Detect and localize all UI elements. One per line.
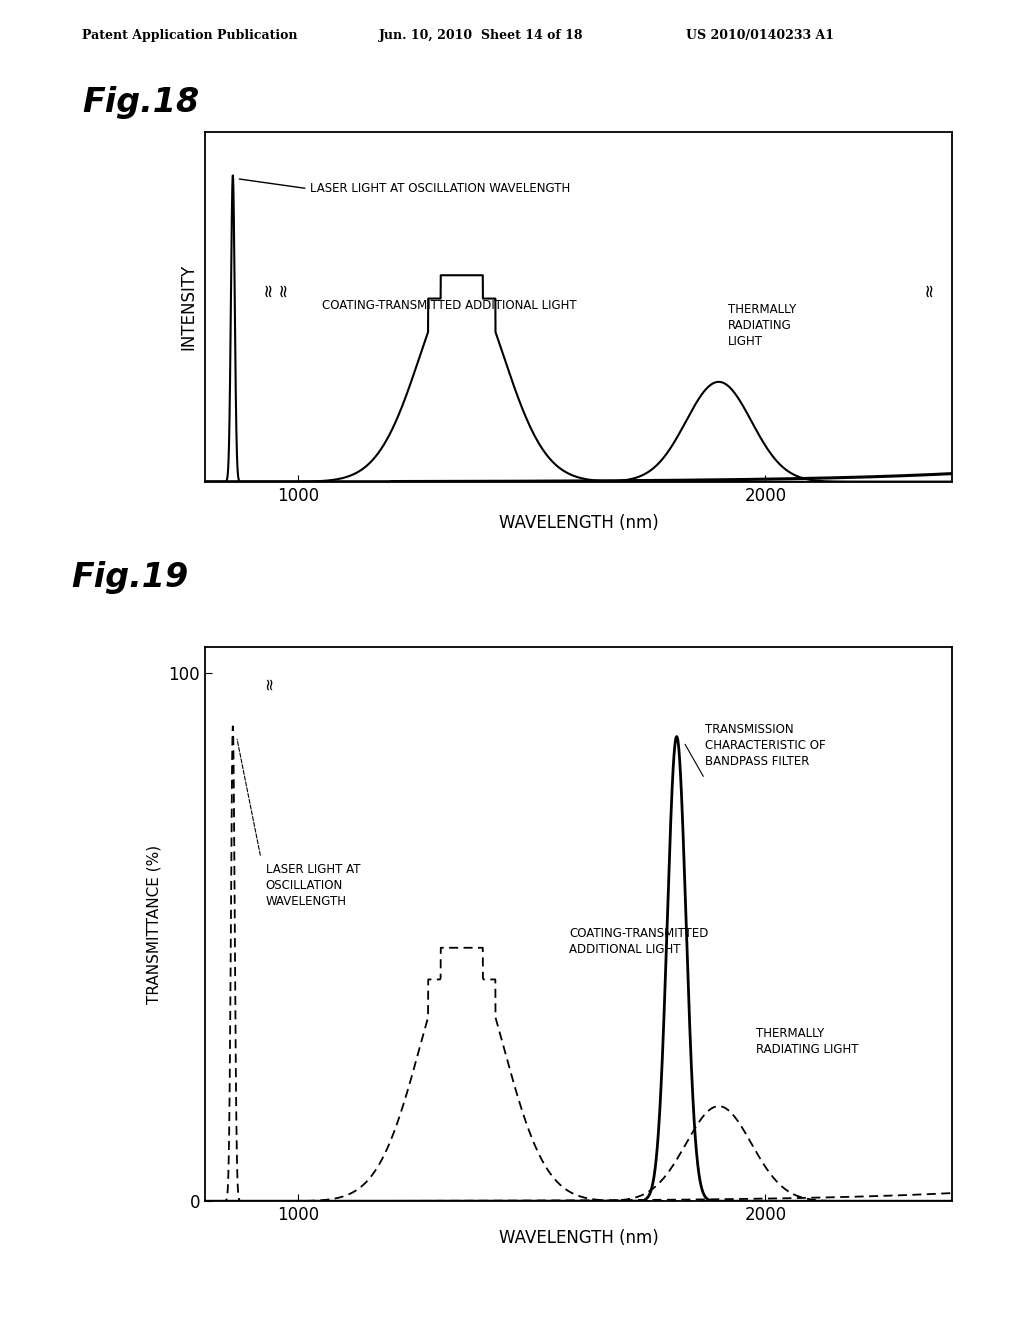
Text: Fig.19: Fig.19 (72, 561, 189, 594)
Text: Jun. 10, 2010  Sheet 14 of 18: Jun. 10, 2010 Sheet 14 of 18 (379, 29, 584, 42)
Text: ≈: ≈ (921, 282, 939, 297)
Text: ≈: ≈ (259, 676, 278, 690)
Text: WAVELENGTH (nm): WAVELENGTH (nm) (499, 1229, 658, 1247)
Y-axis label: INTENSITY: INTENSITY (180, 264, 198, 350)
Text: Fig.18: Fig.18 (82, 86, 200, 119)
Text: WAVELENGTH (nm): WAVELENGTH (nm) (499, 513, 658, 532)
Text: ≈: ≈ (274, 282, 292, 297)
Text: COATING-TRANSMITTED ADDITIONAL LIGHT: COATING-TRANSMITTED ADDITIONAL LIGHT (322, 298, 577, 312)
Text: LASER LIGHT AT OSCILLATION WAVELENGTH: LASER LIGHT AT OSCILLATION WAVELENGTH (310, 182, 570, 195)
Text: TRANSMISSION
CHARACTERISTIC OF
BANDPASS FILTER: TRANSMISSION CHARACTERISTIC OF BANDPASS … (705, 723, 825, 768)
Text: ≈: ≈ (259, 282, 278, 297)
Text: COATING-TRANSMITTED
ADDITIONAL LIGHT: COATING-TRANSMITTED ADDITIONAL LIGHT (569, 927, 709, 956)
Text: THERMALLY
RADIATING LIGHT: THERMALLY RADIATING LIGHT (756, 1027, 858, 1056)
Text: Patent Application Publication: Patent Application Publication (82, 29, 297, 42)
Text: US 2010/0140233 A1: US 2010/0140233 A1 (686, 29, 835, 42)
Text: LASER LIGHT AT
OSCILLATION
WAVELENGTH: LASER LIGHT AT OSCILLATION WAVELENGTH (265, 863, 360, 908)
Text: THERMALLY
RADIATING
LIGHT: THERMALLY RADIATING LIGHT (728, 302, 797, 347)
Y-axis label: TRANSMITTANCE (%): TRANSMITTANCE (%) (146, 845, 162, 1003)
